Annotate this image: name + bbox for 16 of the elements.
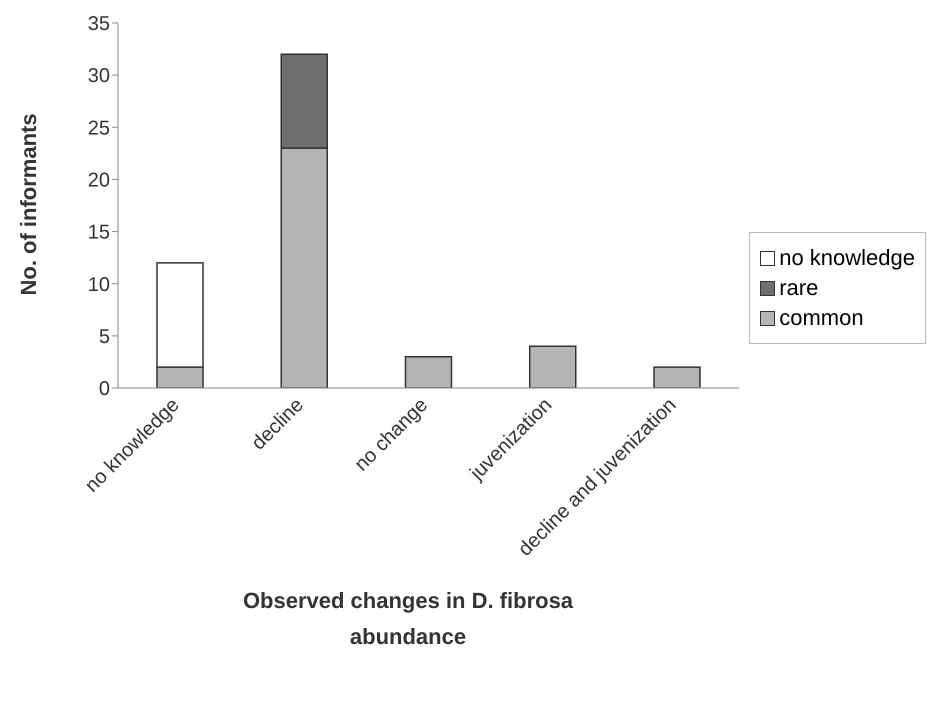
y-tick-label: 15 (88, 222, 110, 244)
y-axis-title: No. of informants (16, 113, 41, 296)
y-tick-label: 25 (88, 117, 110, 140)
y-tick-label: 35 (88, 13, 110, 36)
legend-label: common (779, 305, 864, 331)
bar (653, 366, 701, 388)
legend-label: no knowledge (779, 245, 915, 271)
y-tick-label: 10 (88, 274, 110, 296)
y-tick-label: 0 (98, 378, 110, 400)
legend-label: rare (779, 275, 818, 301)
y-tick-label: 20 (88, 170, 110, 192)
bar (528, 346, 576, 388)
bar (404, 356, 452, 388)
y-tick-label: 5 (98, 326, 110, 348)
y-tick-label: 30 (88, 65, 110, 88)
x-axis-title: Observed changes in D. fibrosa abundance (242, 587, 574, 651)
